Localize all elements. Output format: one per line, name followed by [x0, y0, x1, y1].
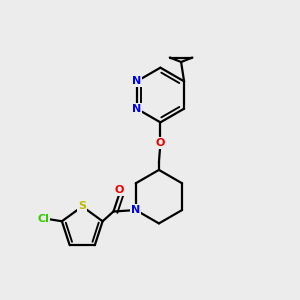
- Text: O: O: [156, 138, 165, 148]
- Text: N: N: [132, 76, 141, 86]
- Text: O: O: [115, 185, 124, 195]
- Text: S: S: [78, 202, 86, 212]
- Text: Cl: Cl: [38, 214, 50, 224]
- Text: N: N: [131, 205, 140, 215]
- Text: N: N: [132, 104, 141, 114]
